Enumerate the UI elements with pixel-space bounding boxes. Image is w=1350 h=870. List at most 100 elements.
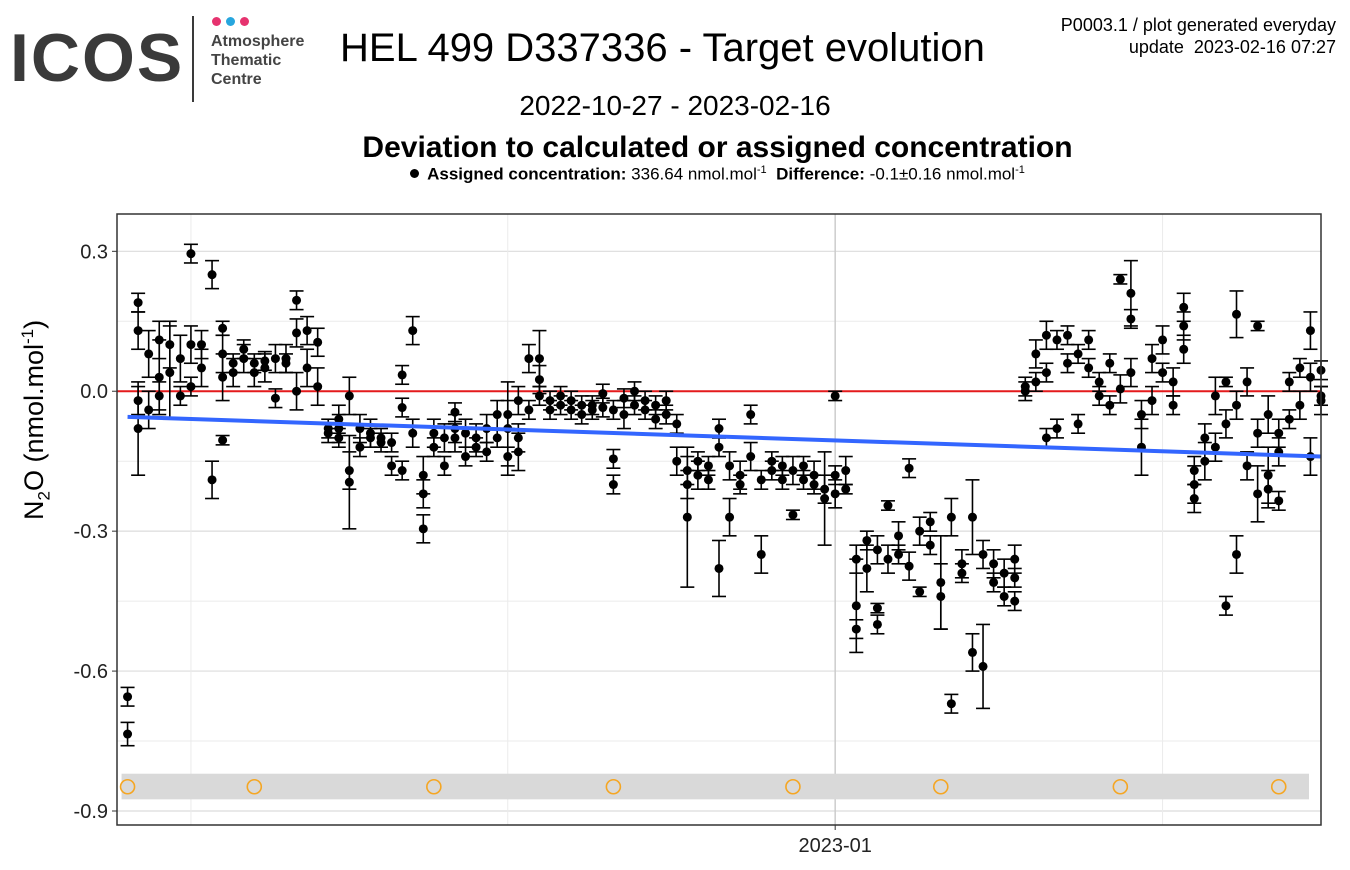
data-point — [851, 601, 861, 611]
icos-logo: ICOS — [10, 20, 185, 96]
data-point — [1041, 433, 1051, 443]
data-point — [492, 410, 502, 420]
data-point — [1052, 424, 1062, 434]
data-point — [218, 435, 228, 445]
data-point — [418, 489, 428, 499]
data-point — [323, 428, 333, 438]
data-point — [196, 340, 206, 350]
data-point — [418, 470, 428, 480]
data-point — [1253, 489, 1263, 499]
data-point — [714, 563, 724, 573]
panel-border — [116, 213, 1322, 826]
data-point — [851, 554, 861, 564]
data-point — [1031, 349, 1041, 359]
data-point — [777, 461, 787, 471]
data-point — [651, 400, 661, 410]
data-point — [461, 428, 471, 438]
data-point — [598, 389, 608, 399]
logo-dot-3 — [240, 17, 249, 26]
data-point — [915, 526, 925, 536]
data-point — [186, 382, 196, 392]
data-point — [313, 382, 323, 392]
data-point — [292, 328, 302, 338]
legend-assigned-value: 336.64 — [631, 164, 684, 184]
data-point — [925, 540, 935, 550]
data-point — [915, 587, 925, 597]
data-point — [534, 391, 544, 401]
chart-title: HEL 499 D337336 - Target evolution — [340, 26, 985, 70]
data-point — [165, 368, 175, 378]
data-point — [239, 344, 249, 354]
data-point — [365, 428, 375, 438]
logo-dot-2 — [226, 17, 235, 26]
data-point — [186, 249, 196, 259]
data-point — [270, 354, 280, 364]
data-point — [344, 477, 354, 487]
data-point — [524, 405, 534, 415]
data-point — [344, 391, 354, 401]
data-point — [640, 396, 650, 406]
data-point — [144, 349, 154, 359]
data-point — [1253, 428, 1263, 438]
data-point — [429, 442, 439, 452]
data-point — [1105, 358, 1115, 368]
data-point — [154, 372, 164, 382]
data-point — [1305, 372, 1315, 382]
data-point — [133, 298, 143, 308]
data-point — [619, 393, 629, 403]
data-point — [1041, 368, 1051, 378]
legend-assigned-exp: -1 — [756, 164, 767, 176]
data-point — [1295, 400, 1305, 410]
data-point — [672, 456, 682, 466]
data-point — [1221, 419, 1231, 429]
data-point — [1232, 549, 1242, 559]
data-point — [608, 480, 618, 490]
data-point — [703, 475, 713, 485]
data-point — [281, 354, 291, 364]
data-point — [397, 466, 407, 476]
data-point — [1031, 377, 1041, 387]
data-point — [989, 559, 999, 569]
data-point — [313, 337, 323, 347]
data-point — [1084, 335, 1094, 345]
data-point — [1284, 414, 1294, 424]
data-point — [387, 461, 397, 471]
data-point — [1094, 391, 1104, 401]
data-point — [334, 433, 344, 443]
data-point — [397, 370, 407, 380]
data-point — [1094, 377, 1104, 387]
data-point — [1010, 554, 1020, 564]
data-point — [1179, 344, 1189, 354]
data-point — [957, 568, 967, 578]
data-point — [894, 549, 904, 559]
data-point — [862, 535, 872, 545]
data-point — [556, 391, 566, 401]
data-point — [830, 470, 840, 480]
data-point — [936, 591, 946, 601]
data-point — [123, 692, 133, 702]
data-point — [1136, 410, 1146, 420]
data-point — [186, 340, 196, 350]
legend-assigned-unit: nmol.mol — [687, 164, 757, 184]
data-point — [1158, 335, 1168, 345]
data-point — [672, 419, 682, 429]
data-point — [144, 405, 154, 415]
data-point — [292, 295, 302, 305]
data-point — [207, 475, 217, 485]
data-point — [830, 391, 840, 401]
data-point — [946, 699, 956, 709]
data-point — [1168, 377, 1178, 387]
data-point — [967, 512, 977, 522]
data-point — [218, 323, 228, 333]
data-point — [513, 396, 523, 406]
data-point — [946, 512, 956, 522]
data-point — [904, 463, 914, 473]
data-point — [883, 501, 893, 511]
band-marker-circle — [426, 778, 442, 795]
chart-subtitle: Deviation to calculated or assigned conc… — [362, 131, 1073, 164]
data-point — [418, 524, 428, 534]
legend-difference-label: Difference: — [776, 164, 865, 184]
data-point — [228, 358, 238, 368]
legend: Assigned concentration: 336.64 nmol.mol-… — [0, 164, 1350, 185]
